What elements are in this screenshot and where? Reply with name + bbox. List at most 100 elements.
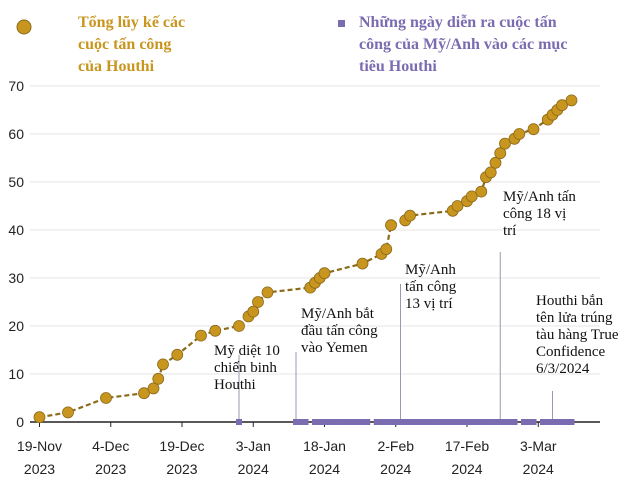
legend-label-strikes-3: tiêu Houthi (359, 58, 437, 75)
legend: Tổng lũy kế các cuộc tấn công của Houthi… (16, 14, 567, 75)
strike-marker (459, 419, 466, 425)
x-tick-label: 17-Feb (445, 438, 490, 454)
cumulative-line (39, 99, 572, 419)
cumulative-point (356, 257, 369, 270)
annotation-text: 6/3/2024 (536, 361, 590, 377)
cumulative-point (513, 128, 526, 140)
cumulative-point (195, 329, 207, 342)
cumulative-point (100, 392, 112, 404)
cumulative-series-line (39, 99, 572, 419)
strike-marker (340, 419, 347, 425)
cumulative-point (261, 286, 274, 299)
strike-marker (397, 419, 404, 425)
cumulative-point (565, 94, 578, 107)
y-tick-label: 50 (8, 174, 24, 190)
cumulative-point (451, 200, 464, 212)
annotation-text: tấn công (405, 279, 457, 295)
cumulative-point (318, 267, 331, 280)
strike-markers (236, 419, 575, 425)
strike-marker (549, 419, 556, 425)
strike-marker (392, 419, 399, 425)
annotation-text: Houthi (214, 377, 256, 393)
strike-marker (407, 419, 413, 425)
strike-marker (426, 419, 432, 425)
x-tick-year: 2023 (24, 461, 55, 477)
strike-marker (316, 419, 323, 425)
annotation-text: trí (503, 223, 516, 239)
axes: 0 10 20 30 40 50 60 70 19-Nov 2023 4-Dec 2023 19-Dec… (8, 78, 600, 477)
cumulative-point (62, 406, 74, 419)
strike-marker (378, 419, 385, 425)
cumulative-point (380, 243, 393, 256)
strike-marker (388, 419, 394, 425)
annotation-text: Mỹ/Anh tấn (503, 189, 576, 205)
annotation-text: chiến binh (214, 360, 277, 376)
strike-marker (464, 419, 470, 425)
legend-label-cumulative-2: cuộc tấn công (78, 36, 171, 53)
strike-marker (468, 419, 475, 425)
legend-label-strikes-2: công của Mỹ/Anh vào các mục (359, 36, 567, 53)
cumulative-point (385, 219, 397, 232)
annotation-text: vào Yemen (301, 340, 368, 356)
cumulative-point (157, 358, 169, 371)
cumulative-point (147, 382, 160, 395)
strike-marker (297, 419, 304, 425)
strike-marker (373, 419, 380, 425)
strike-marker (421, 419, 428, 425)
strike-marker (312, 419, 318, 425)
y-tick-label: 30 (8, 270, 24, 286)
cumulative-point (489, 156, 502, 169)
strike-marker (478, 419, 485, 425)
cumulative-point (252, 296, 264, 308)
cumulative-point (152, 372, 165, 385)
strike-marker (354, 419, 361, 425)
cumulative-point (171, 348, 184, 361)
cumulative-point (465, 190, 478, 203)
annotation-text: đầu tấn công (301, 323, 378, 339)
strike-marker (506, 419, 513, 425)
x-tick-year: 2023 (95, 461, 126, 477)
cumulative-point (247, 305, 260, 318)
cumulative-point (527, 123, 540, 136)
strike-marker (449, 419, 456, 425)
x-tick-year: 2024 (238, 461, 269, 477)
strike-marker (416, 419, 423, 425)
strike-marker (497, 419, 504, 425)
strike-marker (335, 419, 342, 425)
strike-marker (383, 419, 390, 425)
strike-marker (554, 419, 561, 425)
strike-marker (350, 419, 356, 425)
y-tick-label: 70 (8, 78, 24, 94)
y-tick-label: 40 (8, 222, 24, 238)
strike-marker (345, 419, 352, 425)
cumulative-point (484, 166, 497, 179)
legend-marker-strikes (338, 20, 345, 27)
cumulative-point (33, 411, 46, 424)
strike-marker (454, 419, 461, 425)
x-tick-year: 2024 (380, 461, 411, 477)
strike-marker (236, 419, 242, 425)
legend-label-cumulative-3: của Houthi (78, 58, 155, 75)
strike-marker (435, 419, 442, 425)
strike-marker (402, 419, 409, 425)
annotation-text: Houthi bắn (536, 293, 604, 309)
strike-marker (445, 419, 451, 425)
cumulative-point (499, 137, 511, 150)
annotation-text: công 18 vị (503, 206, 566, 222)
y-tick-label: 10 (8, 366, 24, 382)
x-tick-label: 4-Dec (92, 438, 129, 454)
strike-marker (331, 419, 337, 425)
y-tick-label: 60 (8, 126, 24, 142)
x-tick-label: 18-Jan (303, 438, 346, 454)
strike-marker (492, 419, 499, 425)
cumulative-point (556, 99, 568, 112)
annotation-text: Mỹ/Anh (405, 262, 456, 278)
legend-marker-cumulative (16, 19, 32, 35)
x-tick-year: 2023 (166, 461, 197, 477)
x-tick-label: 19-Nov (17, 438, 62, 454)
strike-marker (511, 419, 518, 425)
cumulative-point (475, 185, 488, 198)
strike-marker (568, 419, 575, 425)
